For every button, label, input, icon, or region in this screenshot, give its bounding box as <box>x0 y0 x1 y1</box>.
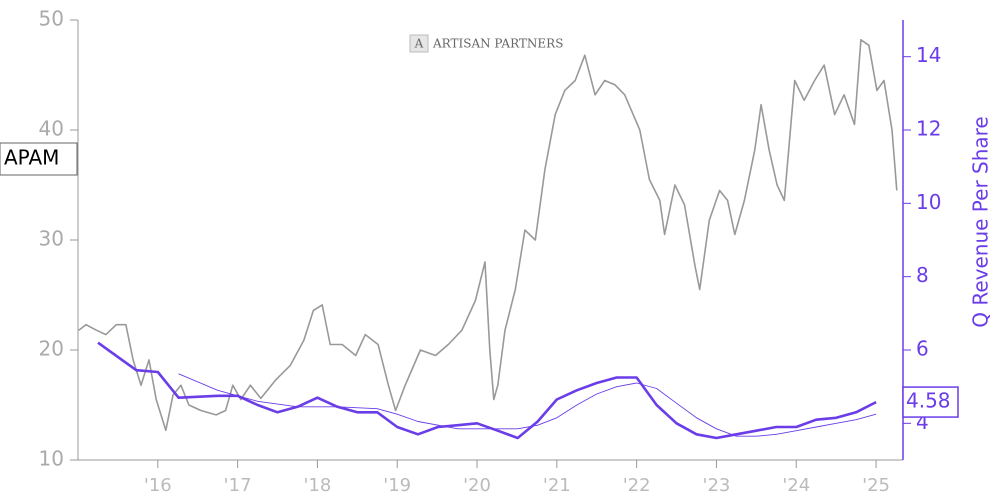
y2-tick-label: 12 <box>916 117 941 141</box>
series-line <box>97 341 877 440</box>
x-tick-label: '21 <box>543 475 571 496</box>
x-tick-label: '25 <box>862 475 890 496</box>
y-tick-label: 50 <box>39 7 64 31</box>
series-line <box>178 373 877 437</box>
x-tick-label: '16 <box>144 475 172 496</box>
y2-axis-label: Q Revenue Per Share <box>969 116 993 328</box>
y2-tick-label: 14 <box>916 43 941 67</box>
x-tick-label: '17 <box>224 475 252 496</box>
y-tick-label: 40 <box>39 117 64 141</box>
ticker-label: APAM <box>4 146 59 170</box>
watermark-logo: A <box>414 37 424 51</box>
last-value-box <box>902 386 959 418</box>
watermark-text: ARTISAN PARTNERS <box>432 37 563 51</box>
x-tick-label: '22 <box>623 475 651 496</box>
x-tick-label: '23 <box>703 475 731 496</box>
x-tick-label: '18 <box>303 475 331 496</box>
watermark-logo-box <box>409 34 429 53</box>
y2-tick-label: 6 <box>916 337 929 361</box>
last-value-label: 4.58 <box>906 389 951 413</box>
series-line <box>78 39 898 432</box>
y-tick-label: 20 <box>39 337 64 361</box>
y-tick-label: 30 <box>39 227 64 251</box>
x-tick-label: '24 <box>782 475 810 496</box>
x-tick-label: '19 <box>383 475 411 496</box>
y2-tick-label: 8 <box>916 263 929 287</box>
ticker-box <box>0 142 78 176</box>
y-tick-label: 10 <box>39 447 64 471</box>
y2-tick-label: 10 <box>916 190 941 214</box>
watermark: A ARTISAN PARTNERS <box>409 34 563 53</box>
x-tick-label: '20 <box>463 475 491 496</box>
